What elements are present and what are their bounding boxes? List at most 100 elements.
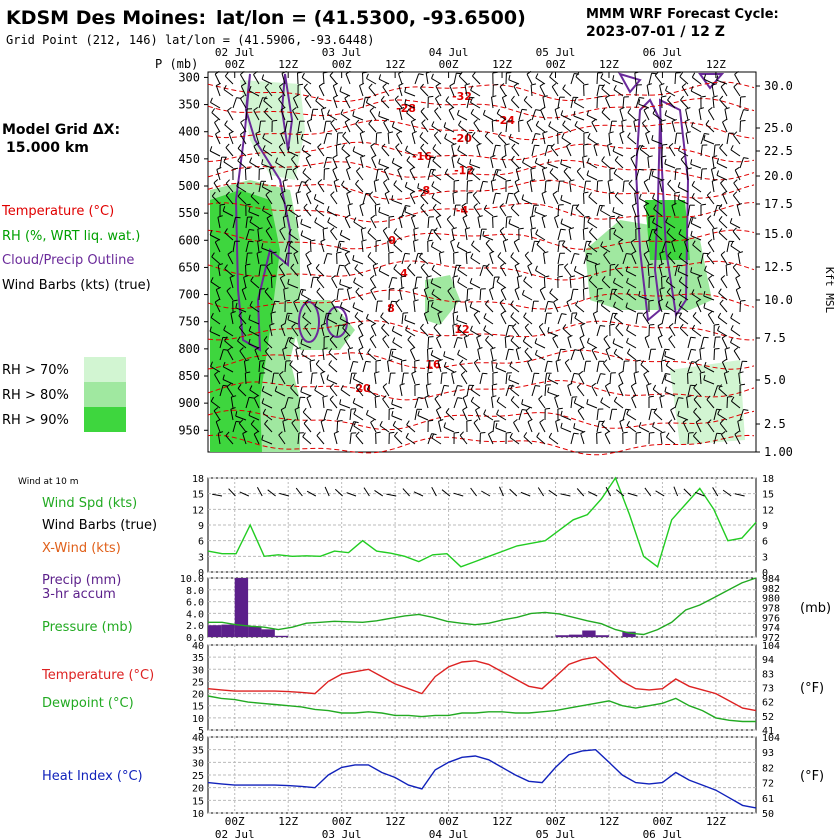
temp-f-rtick-6: 41 <box>762 726 774 737</box>
wind-barb-shaft <box>680 99 689 109</box>
wind-barb-shaft <box>601 88 611 97</box>
wind-barb <box>733 131 741 145</box>
wind-barb-flag <box>355 431 360 436</box>
wind-barb-flag <box>743 157 749 159</box>
wind-barb-shaft <box>530 169 533 181</box>
wind-barb <box>499 83 507 97</box>
wind-barb-flag <box>302 407 307 413</box>
wind-barb <box>614 191 624 205</box>
wind-barb-flag <box>436 406 441 411</box>
wind-barb-shaft <box>211 195 221 205</box>
wind-barb <box>271 119 278 133</box>
wind-barb-shaft <box>716 162 728 169</box>
wind-barb-shaft <box>471 135 481 145</box>
wind-barb-flag <box>369 275 375 279</box>
wind-barb-flag <box>665 85 668 91</box>
wind-barb <box>534 338 546 349</box>
wind-barb <box>703 374 715 385</box>
wind-barb <box>372 262 378 277</box>
wind-barb <box>631 202 637 217</box>
isotherm-label-9: 4 <box>400 267 408 280</box>
wind-barb-flag <box>510 155 515 161</box>
wind-barb <box>644 334 650 349</box>
wind-barb <box>562 84 572 97</box>
wind-barb-shaft <box>253 146 260 157</box>
wind-barb-flag <box>664 386 667 392</box>
wind-barb-flag <box>542 167 548 170</box>
wind-barb <box>419 132 429 145</box>
wind-barb-shaft <box>622 361 625 373</box>
wind-barb-shaft <box>291 422 299 433</box>
wind-barb-shaft <box>391 199 403 205</box>
wind-barb <box>237 192 247 205</box>
isotherm-label-4: -16 <box>412 150 432 163</box>
wind-barb-shaft <box>230 313 234 325</box>
wind-barb <box>652 193 663 205</box>
wind-barb-shaft <box>279 277 286 289</box>
wind-barb-flag <box>227 107 232 111</box>
wind-barb-shaft <box>316 291 325 301</box>
wind-barb <box>539 286 546 301</box>
wind-barb-shaft <box>718 208 728 217</box>
wind-barb-shaft <box>253 397 260 409</box>
temp-ytick-3: 25 <box>192 677 204 688</box>
wind-barb <box>619 106 625 121</box>
wind-barb-shaft <box>490 181 494 193</box>
wind-barb <box>570 204 578 217</box>
precip-bar-0 <box>208 625 222 637</box>
wind-barb-flag <box>499 203 504 208</box>
wind-barb-shaft <box>691 328 702 337</box>
wind-barb <box>375 359 382 372</box>
wind-barb-flag <box>309 359 316 362</box>
wind-barb <box>284 204 293 217</box>
wind-barb-10m <box>655 490 665 497</box>
wind-barb-shaft <box>278 434 286 445</box>
wind-barb <box>713 348 720 361</box>
wind-barb-shaft <box>593 145 598 157</box>
wind-barb-flag <box>293 298 299 303</box>
wind-barb <box>631 250 637 265</box>
wind-barb-shaft <box>531 241 535 253</box>
wind-barb-flag <box>510 203 515 209</box>
wind-barb-flag <box>600 205 603 211</box>
wind-barb-flag <box>313 194 317 200</box>
wind-barb-flag <box>693 407 697 413</box>
wind-barb-flag <box>303 419 308 424</box>
wind-barb <box>431 168 442 181</box>
wind-barb-shaft <box>541 169 546 181</box>
wind-barb <box>570 96 579 109</box>
wind-barb-shaft <box>652 113 663 121</box>
wind-barb-flag <box>413 239 419 242</box>
wind-barb-10m-shaft <box>615 489 625 497</box>
wind-barb-shaft <box>490 157 494 169</box>
wind-barb <box>500 263 507 277</box>
wind-barb-shaft <box>411 133 416 145</box>
wind-barb-shaft <box>280 109 286 121</box>
wind-barb <box>539 418 546 433</box>
wind-barb <box>459 431 468 445</box>
wind-barb <box>423 286 429 301</box>
wind-barb-flag <box>679 72 684 77</box>
wind-barb-shaft <box>258 288 261 301</box>
wind-barb-shaft <box>583 216 585 229</box>
wind-barb-flag <box>716 432 722 435</box>
wind-barb-flag <box>645 130 651 134</box>
wind-barb <box>288 336 299 349</box>
wind-barb-shaft <box>570 289 574 301</box>
wind-barb-shaft <box>210 101 221 109</box>
wind-barb-flag <box>298 83 304 86</box>
wind-barb-shaft <box>530 228 533 241</box>
wind-barb-shaft <box>323 253 328 265</box>
wind-barb-shaft <box>405 186 416 193</box>
wind-barb-shaft <box>362 72 364 85</box>
wind-barb-flag <box>346 190 352 194</box>
wind-barb <box>500 286 507 301</box>
wind-barb-shaft <box>349 421 355 433</box>
wind-barb-shaft <box>327 318 338 325</box>
wind-barb-flag <box>431 168 435 174</box>
wind-barb-shaft <box>557 241 560 253</box>
wind-barb-flag <box>473 419 479 424</box>
wind-barb <box>302 407 312 421</box>
bottom-date-2: 04 Jul <box>429 828 469 840</box>
wind-barb <box>268 166 275 181</box>
